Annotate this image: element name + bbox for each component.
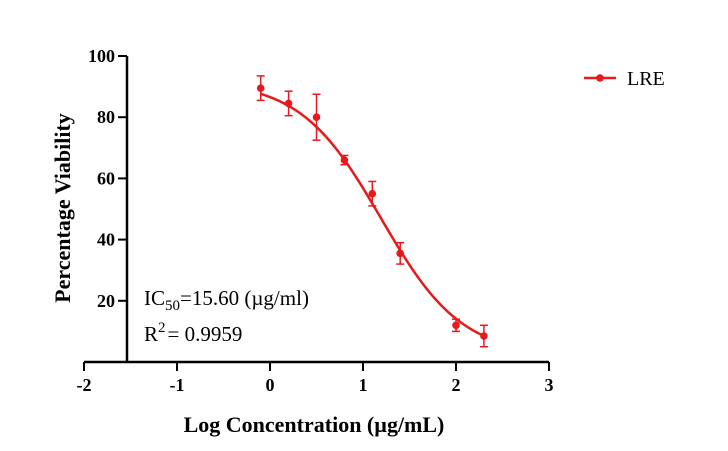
legend: LRE: [584, 68, 665, 90]
ic50-annotation: IC50=15.60 (µg/ml): [144, 286, 309, 314]
r2-annotation: R2= 0.9959: [144, 320, 242, 346]
y-axis-title: Percentage Viability: [50, 113, 75, 303]
data-point: [396, 249, 405, 258]
data-point: [480, 332, 488, 340]
x-tick-label: 0: [266, 375, 275, 395]
x-tick-label: -1: [170, 375, 185, 395]
legend-label-lre: LRE: [627, 68, 665, 90]
y-tick-label: 60: [97, 168, 115, 188]
x-tick-label: -2: [77, 375, 92, 395]
data-point: [256, 84, 265, 92]
x-tick-label: 2: [452, 375, 461, 395]
data-point: [452, 321, 460, 330]
data-point: [284, 99, 293, 108]
y-tick-label: 80: [97, 107, 115, 127]
axes: [84, 56, 549, 364]
y-axis-ticks: 20 40 60 80 100: [88, 46, 127, 311]
data-point: [312, 113, 321, 121]
data-point: [368, 189, 377, 198]
y-tick-label: 100: [88, 46, 115, 66]
legend-marker-lre: [596, 74, 604, 82]
y-tick-label: 40: [97, 230, 115, 250]
data-point: [340, 156, 349, 164]
x-axis-title: Log Concentration (µg/mL): [184, 412, 445, 437]
annotations: IC50=15.60 (µg/ml) R2= 0.9959: [144, 286, 309, 346]
series-lre: [256, 75, 488, 348]
x-tick-label: 3: [545, 375, 554, 395]
x-axis-ticks: -2 -1 0 1 2 3: [77, 362, 554, 395]
y-tick-label: 20: [97, 291, 115, 311]
x-tick-label: 1: [359, 375, 368, 395]
